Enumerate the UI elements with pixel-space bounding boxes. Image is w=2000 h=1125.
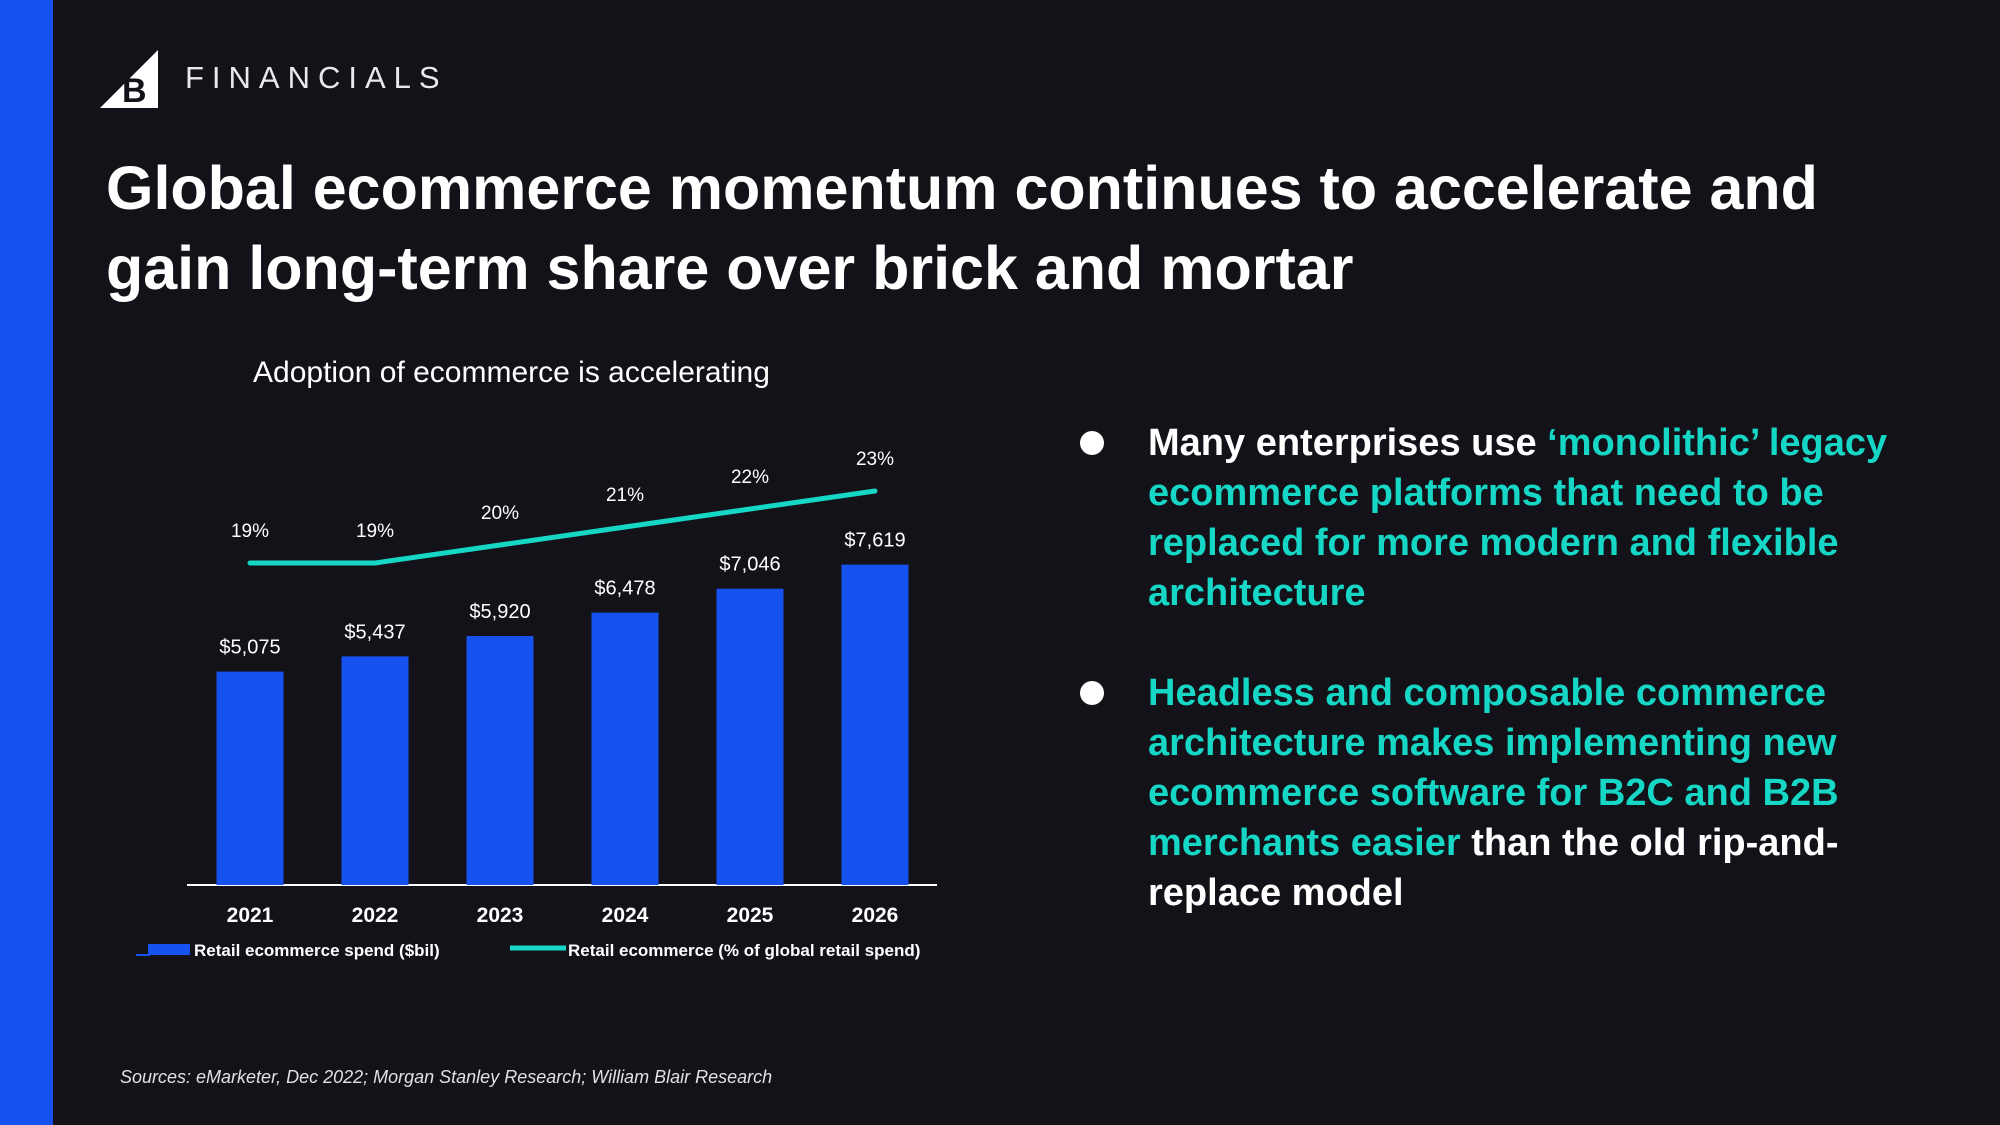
bullet-text-segment: Headless and composable commerce archite… [1148,672,1839,864]
brand-logo-icon: B [100,50,158,108]
page-title-line-1: Global ecommerce momentum continues to a… [106,154,1818,222]
bar-2023 [466,636,534,885]
bar-value-label-2021: $5,075 [219,637,280,659]
bullet-text-segment: Many enterprises use [1148,422,1548,464]
bar-2025 [716,588,784,885]
x-tick-label-2026: 2026 [852,904,899,927]
x-tick-label-2023: 2023 [477,904,524,927]
page-title: Global ecommerce momentum continues to a… [106,148,1966,308]
bullet-dot-icon [1080,431,1104,455]
share-line [247,488,878,566]
chart-title: Adoption of ecommerce is accelerating [253,356,770,389]
bar-2022 [341,656,409,885]
bar-value-label-2022: $5,437 [344,621,405,643]
share-label-2025: 22% [731,467,769,488]
bullet-item: Headless and composable commerce archite… [1078,668,1958,918]
x-tick-label-2025: 2025 [727,904,774,927]
x-tick-label-2021: 2021 [227,904,274,927]
bullet-item: Many enterprises use ‘monolithic’ legacy… [1078,418,1958,618]
x-tick-label-2024: 2024 [602,904,649,927]
bar-2024 [591,612,659,885]
bar-value-label-2023: $5,920 [469,601,530,623]
share-label-2026: 23% [856,449,894,470]
x-tick-label-2022: 2022 [352,904,399,927]
bullet-text-segment: ‘monolithic’ legacy ecommerce platforms … [1148,422,1888,614]
share-label-2021: 19% [231,521,269,542]
share-label-2023: 20% [481,503,519,524]
page-title-line-2: gain long-term share over brick and mort… [106,234,1354,302]
legend-swatch-bar [148,944,190,955]
legend-label-line: Retail ecommerce (% of global retail spe… [568,941,920,960]
share-label-2022: 19% [356,521,394,542]
bar-value-label-2024: $6,478 [594,578,655,600]
bullet-text-segment: than the old rip-and-replace model [1148,822,1839,914]
svg-text:B: B [122,72,147,108]
sources-note: Sources: eMarketer, Dec 2022; Morgan Sta… [120,1067,773,1087]
bar-value-label-2025: $7,046 [719,554,780,576]
brand-name: FINANCIALS [185,60,448,95]
share-label-2024: 21% [606,485,644,506]
bar-value-label-2026: $7,619 [844,530,905,552]
bar-2021 [216,671,284,885]
bullet-dot-icon [1080,681,1104,705]
accent-bar [0,0,53,1125]
ecommerce-chart: $5,075 2021 $5,437 2022 $5,920 2023 $6,478 2024… [136,449,937,960]
legend-label-bar: Retail ecommerce spend ($bil) [194,941,440,960]
bar-2026 [841,564,909,885]
bullet-list: Many enterprises use ‘monolithic’ legacy… [1078,418,1958,968]
